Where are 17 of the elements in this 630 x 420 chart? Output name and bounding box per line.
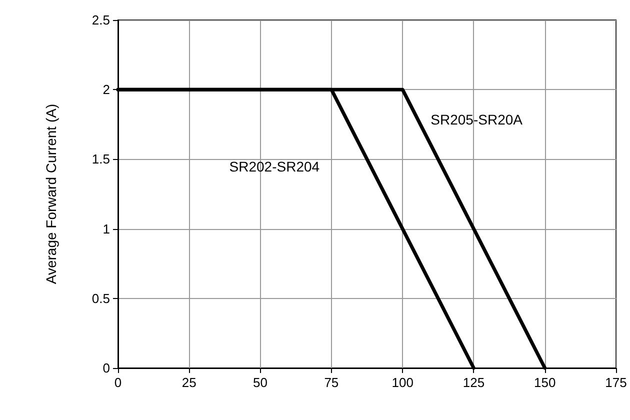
y-tick-label: 0.5 <box>92 290 110 306</box>
y-tick-label: 2.5 <box>92 12 110 28</box>
x-tick-label: 75 <box>324 375 339 390</box>
series-label: SR205-SR20A <box>430 112 524 128</box>
x-tick-label: 175 <box>605 375 627 390</box>
y-tick-label: 0 <box>102 360 110 376</box>
y-tick-label: 1 <box>102 221 110 236</box>
x-tick-label: 50 <box>253 375 268 390</box>
x-tick-label: 150 <box>534 375 556 390</box>
x-tick-label: 25 <box>182 375 196 390</box>
y-tick-label: 2 <box>102 82 110 98</box>
y-tick-label: 1.5 <box>92 152 110 167</box>
x-tick-label: 0 <box>114 375 122 390</box>
x-tick-label: 125 <box>462 375 485 390</box>
y-axis-title: Average Forward Current (A) <box>43 104 59 284</box>
x-tick-label: 100 <box>392 375 414 390</box>
text: SR202-SR204 <box>229 158 320 175</box>
